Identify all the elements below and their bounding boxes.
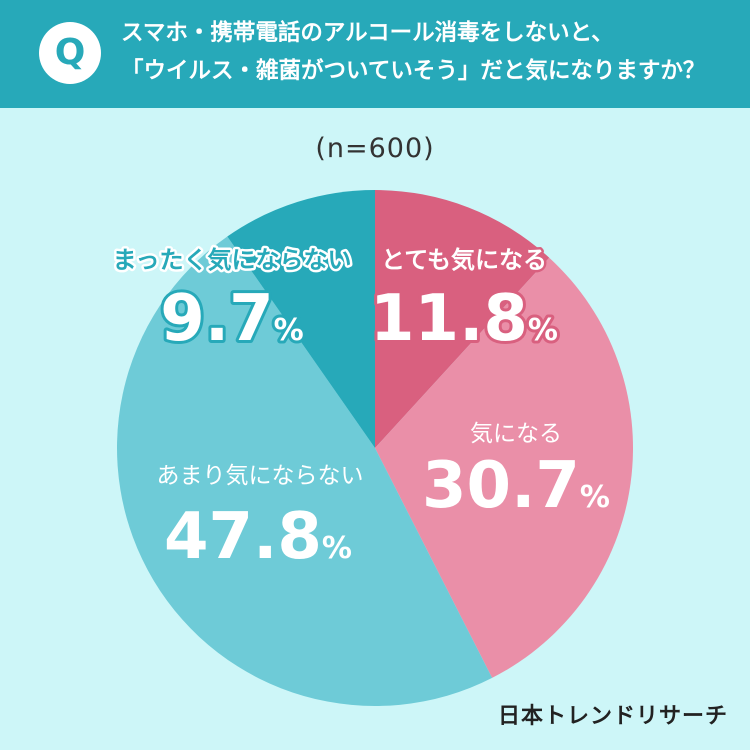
- pie-slice: [227, 190, 375, 448]
- slice-value: 11.8%: [370, 282, 558, 356]
- question-badge: Q: [39, 22, 101, 84]
- slice-value: 30.7%: [422, 449, 610, 523]
- slice-value: 47.8%: [164, 500, 352, 574]
- question-line-2: 「ウイルス・雑菌がついていそう」だと気になりますか？: [121, 58, 706, 84]
- pie-slice: [116, 236, 493, 707]
- slice-label: 気になる: [470, 421, 562, 447]
- slice-label: あまり気にならない: [157, 463, 364, 489]
- pie-slice: [375, 257, 633, 678]
- question-header: Q スマホ・携帯電話のアルコール消毒をしないと、 「ウイルス・雑菌がついていそう…: [0, 0, 750, 108]
- slice-value: 9.7%: [160, 282, 303, 356]
- question-text: スマホ・携帯電話のアルコール消毒をしないと、 「ウイルス・雑菌がついていそう」だ…: [121, 14, 741, 90]
- question-line-1: スマホ・携帯電話のアルコール消毒をしないと、: [121, 20, 614, 46]
- sample-size-label: (n=600): [315, 133, 435, 164]
- pie-slice: [375, 190, 550, 448]
- slice-label: まったく気にならない: [112, 246, 351, 274]
- slice-label: とても気になる: [381, 246, 547, 274]
- brand-logo: 日本トレンドリサーチ: [497, 704, 728, 729]
